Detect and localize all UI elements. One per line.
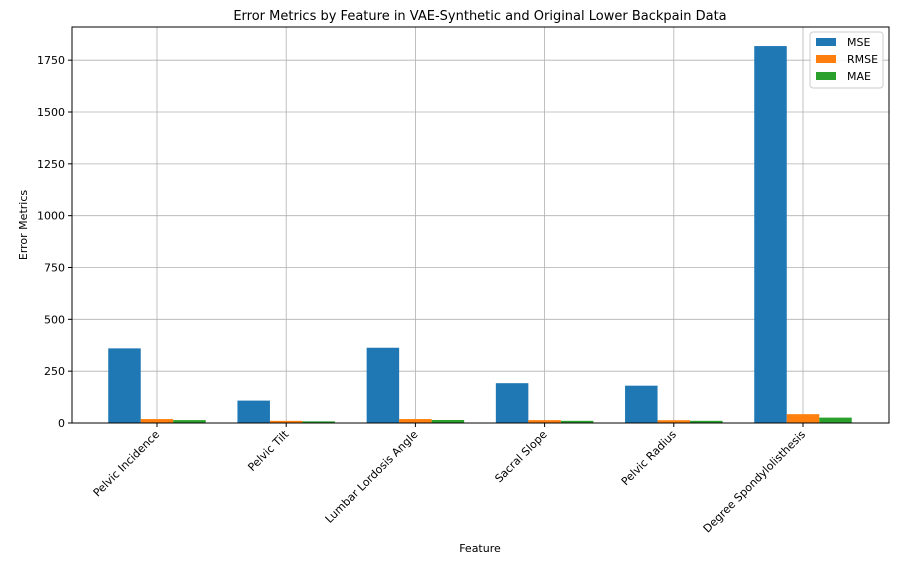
bar-mse-0 — [108, 348, 141, 423]
bar-rmse-0 — [140, 419, 174, 423]
legend-label-mae: MAE — [847, 70, 871, 83]
x-tick-label: Degree Spondylolisthesis — [701, 428, 809, 536]
grid — [72, 27, 889, 424]
bar-mae-3 — [560, 420, 594, 423]
x-tick-label: Sacral Slope — [492, 428, 550, 486]
x-tick-label: Pelvic Tilt — [245, 427, 291, 473]
bar-mse-3 — [495, 383, 529, 423]
legend-swatch-mae — [816, 72, 836, 80]
bar-mae-1 — [302, 421, 335, 423]
bar-rmse-1 — [269, 420, 303, 423]
x-axis-label: Feature — [459, 542, 501, 555]
bar-rmse-5 — [786, 414, 820, 423]
bar-mse-4 — [625, 385, 658, 423]
bar-rmse-2 — [399, 419, 432, 423]
y-tick-label: 0 — [58, 417, 65, 430]
x-tick-label: Lumbar Lordosis Angle — [323, 428, 421, 526]
plot-frame — [71, 26, 890, 424]
x-tick-label: Pelvic Incidence — [91, 428, 163, 500]
y-tick-label: 1750 — [37, 54, 65, 67]
y-tick-label: 1500 — [37, 106, 65, 119]
legend-label-rmse: RMSE — [847, 53, 878, 66]
bar-mae-0 — [173, 420, 206, 423]
bar-mse-1 — [237, 400, 270, 423]
x-axis-ticks: Pelvic Incidence Pelvic Tilt Lumbar Lordos… — [91, 423, 809, 536]
bar-mse-2 — [366, 347, 400, 423]
y-axis-label: Error Metrics — [17, 190, 30, 261]
bar-mae-4 — [690, 420, 723, 423]
x-tick-label: Pelvic Radius — [619, 428, 679, 488]
bar-mae-5 — [819, 417, 852, 423]
y-tick-label: 1000 — [37, 210, 65, 223]
bar-rmse-4 — [657, 420, 691, 423]
y-tick-label: 500 — [44, 313, 65, 326]
bars — [108, 46, 852, 424]
legend-swatch-rmse — [816, 55, 836, 63]
legend-swatch-mse — [816, 38, 836, 46]
y-tick-label: 1250 — [37, 158, 65, 171]
y-tick-label: 750 — [44, 262, 65, 275]
chart-title: Error Metrics by Feature in VAE-Syntheti… — [233, 9, 726, 24]
legend: MSE RMSE MAE — [809, 31, 884, 89]
legend-label-mse: MSE — [847, 36, 870, 49]
bar-mae-2 — [431, 419, 465, 423]
bar-mse-5 — [754, 46, 787, 424]
bar-rmse-3 — [528, 420, 561, 423]
y-tick-label: 250 — [44, 365, 65, 378]
y-axis-ticks: 0 250 500 750 1000 1250 1500 1750 — [37, 54, 72, 430]
